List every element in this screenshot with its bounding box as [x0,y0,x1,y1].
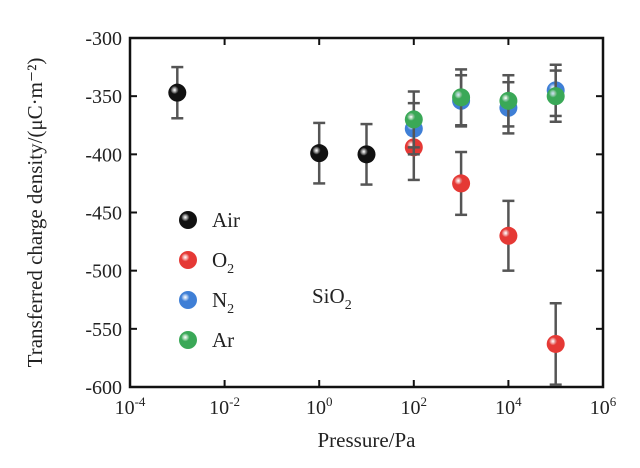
x-tick-label: 102 [401,394,428,419]
data-point-air [168,83,187,102]
y-tick-label: -450 [85,203,122,225]
x-tick-label: 100 [306,394,333,419]
x-tick-label: 10-2 [209,394,240,419]
data-point-air [357,145,376,164]
data-point-o2 [546,334,565,353]
legend-label: N2 [212,288,234,317]
plot-frame [128,36,605,389]
y-tick-label: -350 [85,86,122,108]
y-tick-label: -500 [85,261,122,283]
data-point-ar [452,88,471,107]
x-tick-label: 106 [590,394,617,419]
legend-label: Air [212,208,240,232]
y-axis-label: Transferred charge density/(μC·m⁻²) [23,58,47,368]
data-point-o2 [499,226,518,245]
legend-label: O2 [212,248,234,277]
y-tick-label: -600 [85,377,122,399]
data-point-ar [499,91,518,110]
legend-marker [179,331,197,349]
legend-marker [179,291,197,309]
data-point-o2 [452,174,471,193]
data-point-ar [404,110,423,129]
data-point-ar [546,87,565,106]
annotation-sio2: SiO2 [312,284,352,313]
legend-marker [179,251,197,269]
y-tick-label: -300 [85,28,122,50]
y-tick-label: -550 [85,319,122,341]
x-tick-label: 104 [495,394,522,419]
y-tick-label: -400 [85,144,122,166]
legend-marker [179,211,197,229]
x-tick-label: 10-4 [115,394,146,419]
legend-label: Ar [212,328,234,352]
x-axis-label: Pressure/Pa [318,428,417,452]
data-point-air [310,144,329,163]
